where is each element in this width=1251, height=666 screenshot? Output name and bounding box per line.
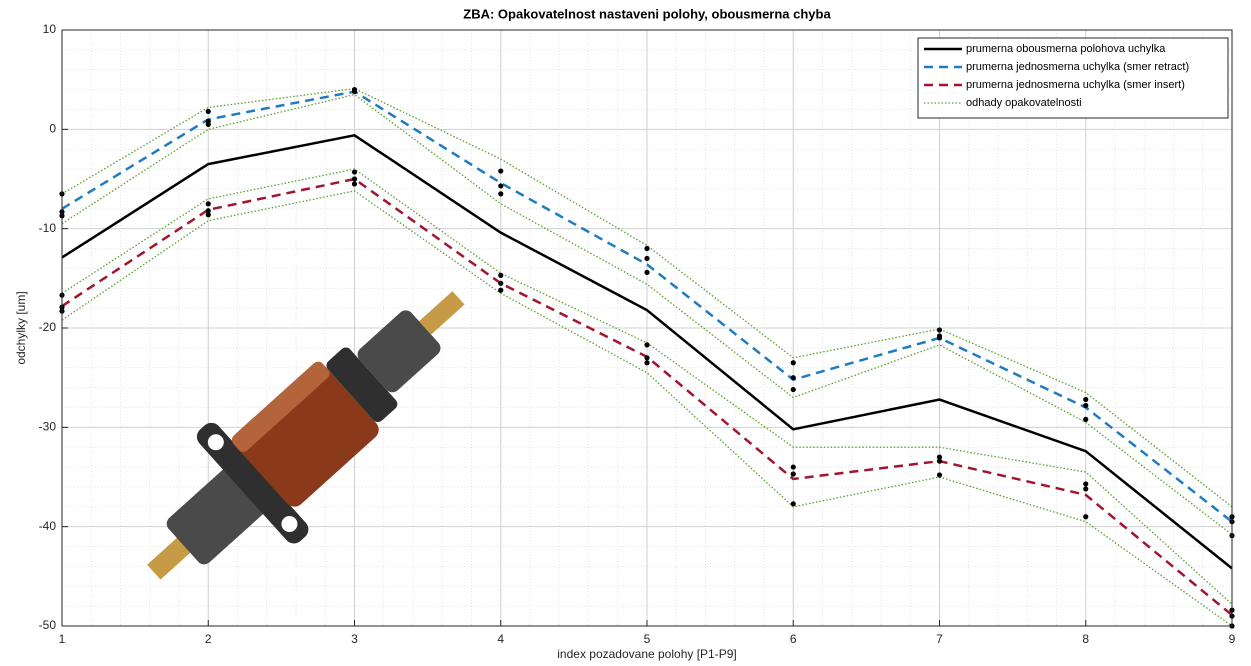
data-point — [498, 183, 504, 189]
data-point — [1083, 396, 1089, 403]
plot — [59, 29, 1235, 629]
data-point — [644, 360, 650, 366]
data-point — [351, 169, 358, 175]
x-tick-label: 9 — [1229, 632, 1236, 646]
legend-label: odhady opakovatelnosti — [966, 97, 1082, 109]
x-tick-label: 7 — [936, 632, 943, 646]
data-point — [205, 212, 211, 218]
band-line — [61, 93, 1233, 536]
x-tick-label: 5 — [644, 632, 651, 646]
data-point — [498, 272, 504, 278]
data-point — [790, 375, 796, 381]
hole — [281, 516, 298, 533]
x-tick-label: 3 — [351, 632, 358, 646]
data-point — [498, 168, 504, 174]
y-tick-label: -30 — [39, 420, 57, 434]
data-point — [205, 208, 211, 214]
series-line — [61, 90, 1233, 523]
data-point — [1083, 416, 1089, 422]
legend-label: prumerna jednosmerna uchylka (smer inser… — [966, 79, 1185, 91]
chart-title: ZBA: Opakovatelnost nastaveni polohy, ob… — [463, 6, 831, 21]
data-point — [1083, 486, 1089, 492]
x-tick-label: 2 — [205, 632, 212, 646]
data-point — [790, 464, 796, 470]
thread — [357, 310, 441, 393]
body — [233, 363, 379, 507]
data-point — [936, 454, 943, 460]
legend: prumerna obousmerna polohova uchylka prum… — [917, 37, 1229, 119]
data-point — [498, 280, 504, 286]
y-tick-label: -10 — [39, 221, 57, 235]
data-point — [644, 269, 650, 275]
data-point — [936, 327, 943, 333]
data-point — [351, 176, 358, 182]
axes-box — [61, 29, 1233, 627]
legend-label: prumerna jednosmerna uchylka (smer retra… — [966, 61, 1189, 73]
x-tick-label: 6 — [790, 632, 797, 646]
product-photo — [147, 291, 465, 580]
data-point — [498, 191, 504, 197]
y-tick-label: -50 — [39, 618, 57, 632]
x-axis-label: index pozadovane polohy [P1-P9] — [557, 647, 736, 661]
data-point — [1083, 402, 1089, 409]
data-point — [790, 386, 796, 393]
data-point — [790, 360, 796, 366]
data-point — [205, 201, 211, 207]
y-tick-label: -40 — [39, 519, 57, 533]
legend-label: prumerna obousmerna polohova uchylka — [966, 43, 1166, 55]
data-point — [1083, 481, 1089, 487]
data-point — [644, 255, 650, 262]
legend-box — [917, 37, 1229, 119]
series-line — [61, 133, 1233, 570]
data-point — [1083, 514, 1089, 520]
shaft — [419, 291, 465, 335]
data-point — [936, 472, 943, 478]
data-point — [205, 121, 211, 127]
data-point — [936, 335, 943, 341]
data-point — [351, 88, 358, 95]
band-line — [61, 190, 1233, 627]
x-tick-label: 4 — [497, 632, 504, 646]
data-point — [644, 245, 650, 252]
y-tick-label: -20 — [39, 320, 57, 334]
collar — [326, 347, 398, 423]
data-point — [936, 458, 943, 464]
data-point — [498, 287, 504, 293]
y-tick-label: 10 — [43, 22, 57, 36]
data-point — [351, 181, 358, 187]
data-point — [790, 501, 796, 507]
body-highlight — [231, 361, 330, 452]
hole — [207, 434, 224, 451]
data-point — [644, 355, 650, 361]
x-tick-label: 8 — [1082, 632, 1089, 646]
data-point — [790, 471, 796, 477]
flange — [196, 422, 309, 544]
y-tick-label: 0 — [49, 122, 56, 136]
band-line — [61, 168, 1233, 605]
x-tick-label: 1 — [59, 632, 66, 646]
y-axis-label: odchylky [um] — [14, 291, 28, 364]
data-point — [205, 108, 211, 115]
data-point — [644, 342, 650, 348]
band-line — [61, 87, 1233, 508]
